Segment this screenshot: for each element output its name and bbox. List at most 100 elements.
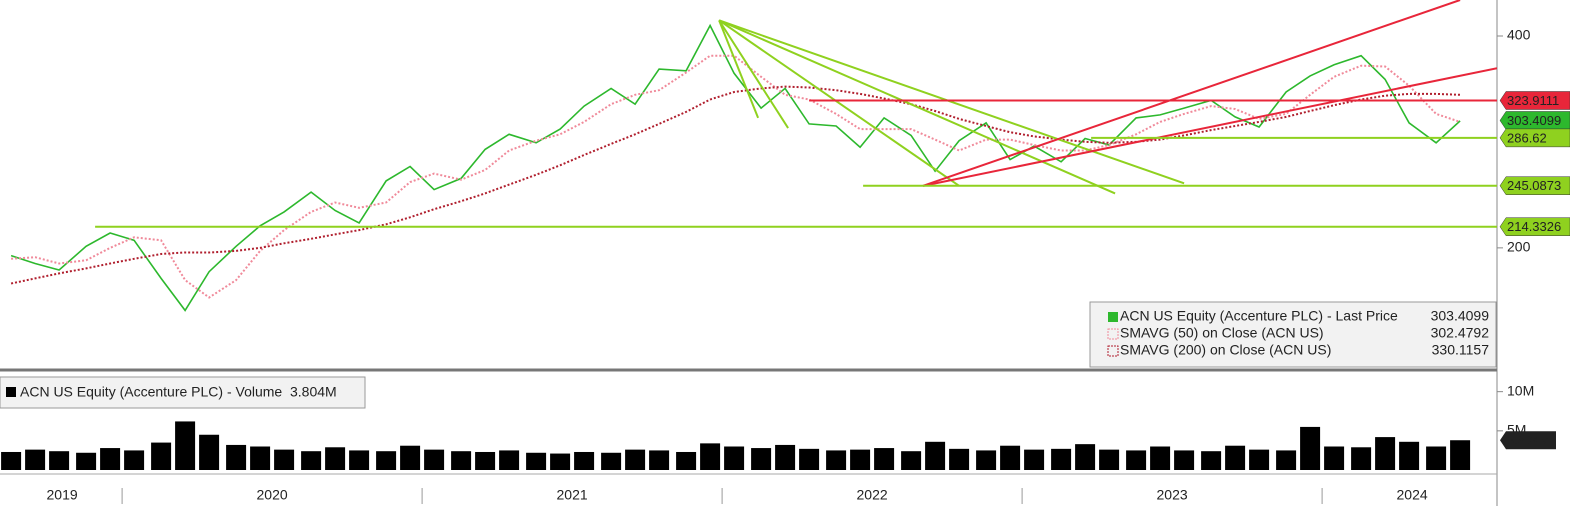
volume-bar	[1399, 441, 1420, 470]
volume-bar	[724, 446, 745, 470]
volume-bar	[1126, 450, 1147, 470]
volume-bar	[1426, 446, 1447, 470]
legend-swatch	[6, 387, 16, 397]
volume-bar	[901, 451, 922, 470]
legend-label: ACN US Equity (Accenture PLC) - Volume	[20, 384, 282, 400]
volume-bar	[100, 448, 121, 470]
volume-bar	[451, 451, 472, 470]
volume-bar	[949, 448, 970, 470]
volume-bar	[676, 451, 697, 470]
volume-bar	[1450, 440, 1471, 470]
trendline	[922, 67, 1497, 187]
volume-bar	[25, 449, 46, 470]
volume-bar	[649, 450, 670, 470]
legend-value: 330.1157	[1432, 342, 1490, 358]
volume-bar	[274, 449, 295, 470]
trendline	[718, 19, 1185, 185]
level-label: 303.4099	[1507, 113, 1561, 128]
x-tick-label: 2022	[857, 487, 888, 503]
x-tick-label: 2020	[257, 487, 288, 503]
x-tick-label: 2021	[557, 487, 588, 503]
volume-bar	[151, 442, 172, 470]
volume-bar	[700, 443, 721, 470]
volume-bar	[1024, 449, 1045, 470]
volume-bar	[1225, 445, 1246, 470]
trendline	[718, 19, 960, 187]
volume-bar	[574, 451, 595, 470]
volume-bar	[1276, 450, 1297, 470]
volume-bar	[175, 421, 196, 470]
volume-bar	[1351, 447, 1372, 470]
legend-label: SMAVG (200) on Close (ACN US)	[1120, 342, 1331, 358]
volume-bar	[601, 452, 622, 470]
x-tick-label: 2024	[1397, 487, 1428, 503]
level-label-box	[1499, 91, 1570, 110]
trendline	[718, 19, 760, 119]
volume-bar	[1249, 449, 1270, 470]
level-label-box	[1499, 176, 1570, 195]
volume-bar	[550, 453, 571, 470]
last-value-box	[1500, 431, 1556, 450]
legend-value: 3.804M	[290, 384, 337, 400]
volume-bar	[199, 434, 220, 470]
level-label-box	[1499, 217, 1570, 236]
last-value-label: 3.804M	[1507, 433, 1550, 448]
volume-bar	[1174, 450, 1195, 470]
x-tick-label: 2023	[1157, 487, 1188, 503]
legend-box	[0, 376, 366, 409]
series-line	[10, 85, 1461, 285]
volume-bar	[850, 449, 871, 470]
volume-bar	[226, 444, 247, 470]
volume-bar	[1099, 449, 1120, 470]
level-label: 214.3326	[1507, 219, 1561, 234]
volume-bar	[124, 450, 145, 470]
y-tick-label: 10M	[1507, 382, 1534, 398]
volume-bar	[775, 444, 796, 470]
legend-swatch	[1107, 345, 1119, 357]
volume-bar	[76, 452, 97, 470]
legend-value: 303.4099	[1431, 308, 1490, 324]
volume-bar	[301, 451, 322, 470]
volume-bar	[526, 452, 547, 470]
volume-bar	[1051, 448, 1072, 470]
volume-bar	[1324, 446, 1345, 470]
level-label: 245.0873	[1507, 178, 1561, 193]
level-label: 286.62	[1507, 130, 1547, 145]
volume-bar	[475, 451, 496, 470]
y-tick-label: 200	[1507, 239, 1531, 255]
volume-bar	[874, 448, 895, 470]
volume-bar	[499, 450, 520, 470]
trendline	[718, 19, 789, 129]
level-label: 323.9111	[1507, 93, 1559, 108]
volume-bar	[1000, 445, 1021, 470]
volume-bar	[424, 449, 445, 470]
volume-bar	[349, 450, 370, 470]
legend-swatch	[1108, 312, 1118, 322]
trendline	[922, 0, 1461, 187]
volume-bar	[376, 451, 397, 470]
volume-bar	[799, 448, 820, 470]
volume-bar	[1, 451, 22, 470]
volume-bar	[1375, 437, 1396, 470]
volume-bar	[250, 446, 271, 470]
series-line	[11, 54, 1461, 299]
level-label-box	[1499, 111, 1570, 130]
legend-box	[1089, 301, 1497, 368]
volume-bar	[1201, 451, 1222, 470]
y-tick-label: 400	[1507, 27, 1531, 43]
trendline	[718, 19, 1116, 195]
volume-bar	[400, 445, 421, 470]
level-label-box	[1499, 128, 1570, 148]
volume-bar	[826, 450, 847, 470]
legend-value: 302.4792	[1431, 325, 1490, 341]
volume-bar	[1075, 444, 1096, 470]
volume-bar	[751, 448, 772, 470]
legend-label: SMAVG (50) on Close (ACN US)	[1120, 325, 1324, 341]
volume-bar	[1150, 446, 1171, 470]
volume-bar	[1300, 426, 1321, 470]
series-line	[10, 23, 1461, 312]
volume-bar	[625, 449, 646, 470]
volume-bar	[49, 451, 70, 470]
plot-area	[10, 0, 1497, 312]
